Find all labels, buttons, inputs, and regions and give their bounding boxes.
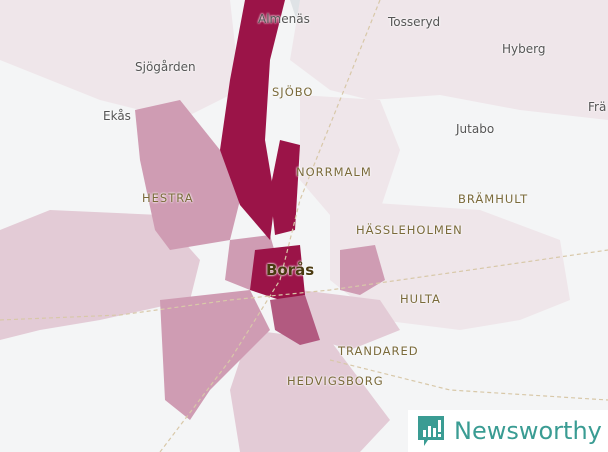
- district-label: HULTA: [400, 292, 441, 306]
- place-label: Frä: [588, 100, 607, 114]
- newsworthy-logo-icon: [418, 416, 444, 446]
- district-label: BRÄMHULT: [458, 192, 529, 206]
- district-label: HEDVIGSBORG: [287, 374, 384, 388]
- district-label: HÄSSLEHOLMEN: [356, 223, 463, 237]
- place-label: Jutabo: [456, 122, 495, 136]
- brand-name: Newsworthy: [454, 417, 602, 445]
- regions-lowest: [0, 0, 608, 330]
- place-label: Almenäs: [258, 12, 310, 26]
- place-label: Hyberg: [502, 42, 546, 56]
- place-label: Ekås: [103, 109, 131, 123]
- regions-low: [0, 210, 400, 452]
- district-label: SJÖBO: [272, 85, 314, 99]
- district-label: HESTRA: [142, 191, 194, 205]
- place-label: Sjögården: [135, 60, 196, 74]
- newsworthy-logo: Newsworthy: [408, 410, 608, 452]
- regions-mid-dark: [270, 295, 320, 345]
- district-label: TRANDARED: [338, 344, 419, 358]
- district-label: NORRMALM: [296, 165, 372, 179]
- city-label: Borås: [266, 261, 315, 279]
- regions-mid: [135, 100, 385, 420]
- regions-high: [220, 0, 305, 300]
- place-label: Tosseryd: [388, 15, 441, 29]
